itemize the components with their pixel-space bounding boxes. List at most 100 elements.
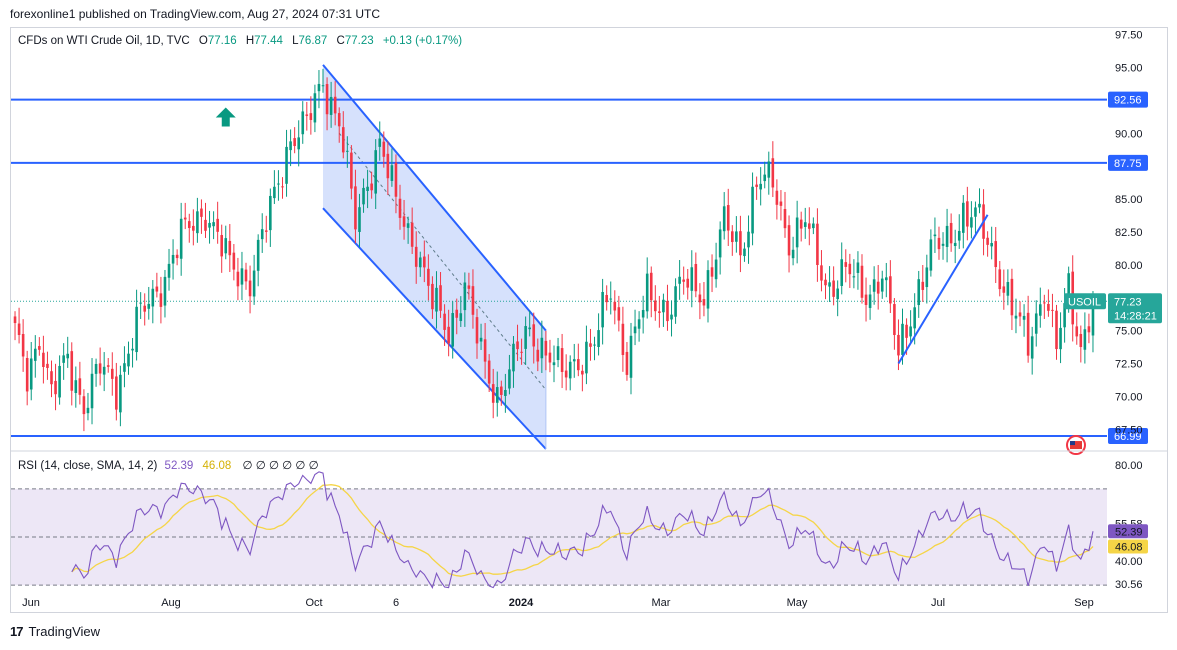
candle-body [467, 285, 471, 289]
symbol-tag-bg [1064, 293, 1106, 310]
candle-body [889, 276, 892, 304]
candle-body [289, 141, 292, 151]
candle-body [856, 262, 860, 273]
rsi-sma-line [71, 484, 1094, 577]
candle-body [260, 229, 264, 240]
candle-body [333, 96, 337, 114]
candle-body [840, 259, 844, 286]
rsi-level-tag: 52.39 [1115, 526, 1143, 538]
candle-body [29, 358, 33, 390]
candle-body [94, 363, 98, 374]
candle-body [455, 309, 459, 318]
candle-body [601, 291, 604, 328]
candle-body [540, 337, 544, 359]
candle-body [179, 218, 183, 259]
candle-body [1010, 278, 1014, 316]
close-value: 77.23 [344, 35, 374, 47]
x-axis-label: Oct [305, 597, 322, 609]
candle-body [556, 346, 560, 361]
candle-body [747, 231, 750, 248]
candle-body [593, 344, 596, 346]
rsi-level-tag: 30.56 [1115, 579, 1143, 591]
candle-body [755, 184, 758, 187]
candle-body [913, 307, 916, 329]
price-tag-bg [1108, 293, 1162, 324]
candle-body [66, 353, 70, 359]
candle-body [832, 280, 835, 297]
candle-body [605, 294, 608, 303]
candle-body [1075, 326, 1079, 337]
candle-body [706, 270, 710, 309]
candle-body [702, 299, 706, 306]
candle-body [427, 268, 430, 286]
candle-body [945, 225, 949, 247]
candle-body [957, 230, 961, 241]
price-axis-tick: 70.00 [1115, 391, 1143, 403]
candle-body [58, 365, 61, 398]
candle-body [42, 352, 45, 367]
candle-body [220, 235, 224, 257]
high-label: H [245, 35, 255, 47]
candle-body [62, 355, 65, 363]
candle-body [293, 138, 296, 147]
candle-body [200, 208, 203, 217]
tradingview-brand[interactable]: 17 TradingView [10, 624, 100, 639]
candle-body [1055, 310, 1058, 350]
candle-body [21, 333, 25, 357]
candle-body [256, 239, 260, 271]
candle-body [953, 242, 957, 246]
candle-body [836, 288, 839, 300]
rsi-legend: RSI (14, close, SMA, 14, 2) 52.39 46.08 … [18, 458, 319, 472]
price-axis-tick: 72.50 [1115, 358, 1143, 370]
candle-body [500, 386, 503, 395]
price-axis-tick: 67.50 [1115, 424, 1143, 436]
level-tag-bg [1108, 154, 1148, 171]
candle-body [106, 365, 110, 367]
candle-body [560, 348, 564, 372]
candle-body [718, 229, 722, 258]
candle-body [301, 111, 305, 135]
candle-body [325, 84, 329, 115]
candle-body [175, 254, 179, 259]
candle-body [264, 230, 268, 232]
candle-body [370, 183, 373, 191]
flag-stripes [1070, 441, 1082, 450]
candle-body [362, 187, 365, 205]
candle-body [714, 259, 718, 280]
candle-body [597, 330, 600, 347]
candle-body [929, 239, 933, 271]
candle-body [751, 186, 754, 234]
candle-body [418, 257, 422, 268]
candle-body [901, 323, 904, 355]
candle-body [921, 281, 925, 290]
candle-body [629, 335, 633, 378]
flag-canton [1070, 441, 1075, 446]
candle-body [564, 370, 568, 378]
candle-body [366, 186, 369, 191]
candle-body [589, 343, 592, 347]
candle-body [872, 279, 876, 292]
candle-body [240, 268, 244, 285]
candle-body [816, 223, 819, 266]
candle-body [491, 384, 495, 403]
candle-body [431, 283, 434, 310]
candle-body [487, 360, 491, 384]
candle-body [722, 206, 726, 232]
candle-body [970, 217, 973, 228]
candle-body [726, 205, 730, 231]
publication-caption: forexonline1 published on TradingView.co… [10, 7, 381, 21]
candle-body [678, 276, 681, 284]
level-tag-label: 66.99 [1114, 431, 1142, 443]
candle-body [244, 269, 248, 282]
candle-body [131, 348, 134, 351]
candle-body [1051, 309, 1054, 311]
candle-body [998, 269, 1002, 290]
candle-body [654, 300, 657, 312]
candle-body [544, 340, 548, 356]
candle-body [617, 307, 621, 321]
candle-body [844, 262, 848, 267]
candle-body [252, 270, 256, 297]
candle-body [585, 341, 588, 374]
candle-body [439, 285, 442, 311]
